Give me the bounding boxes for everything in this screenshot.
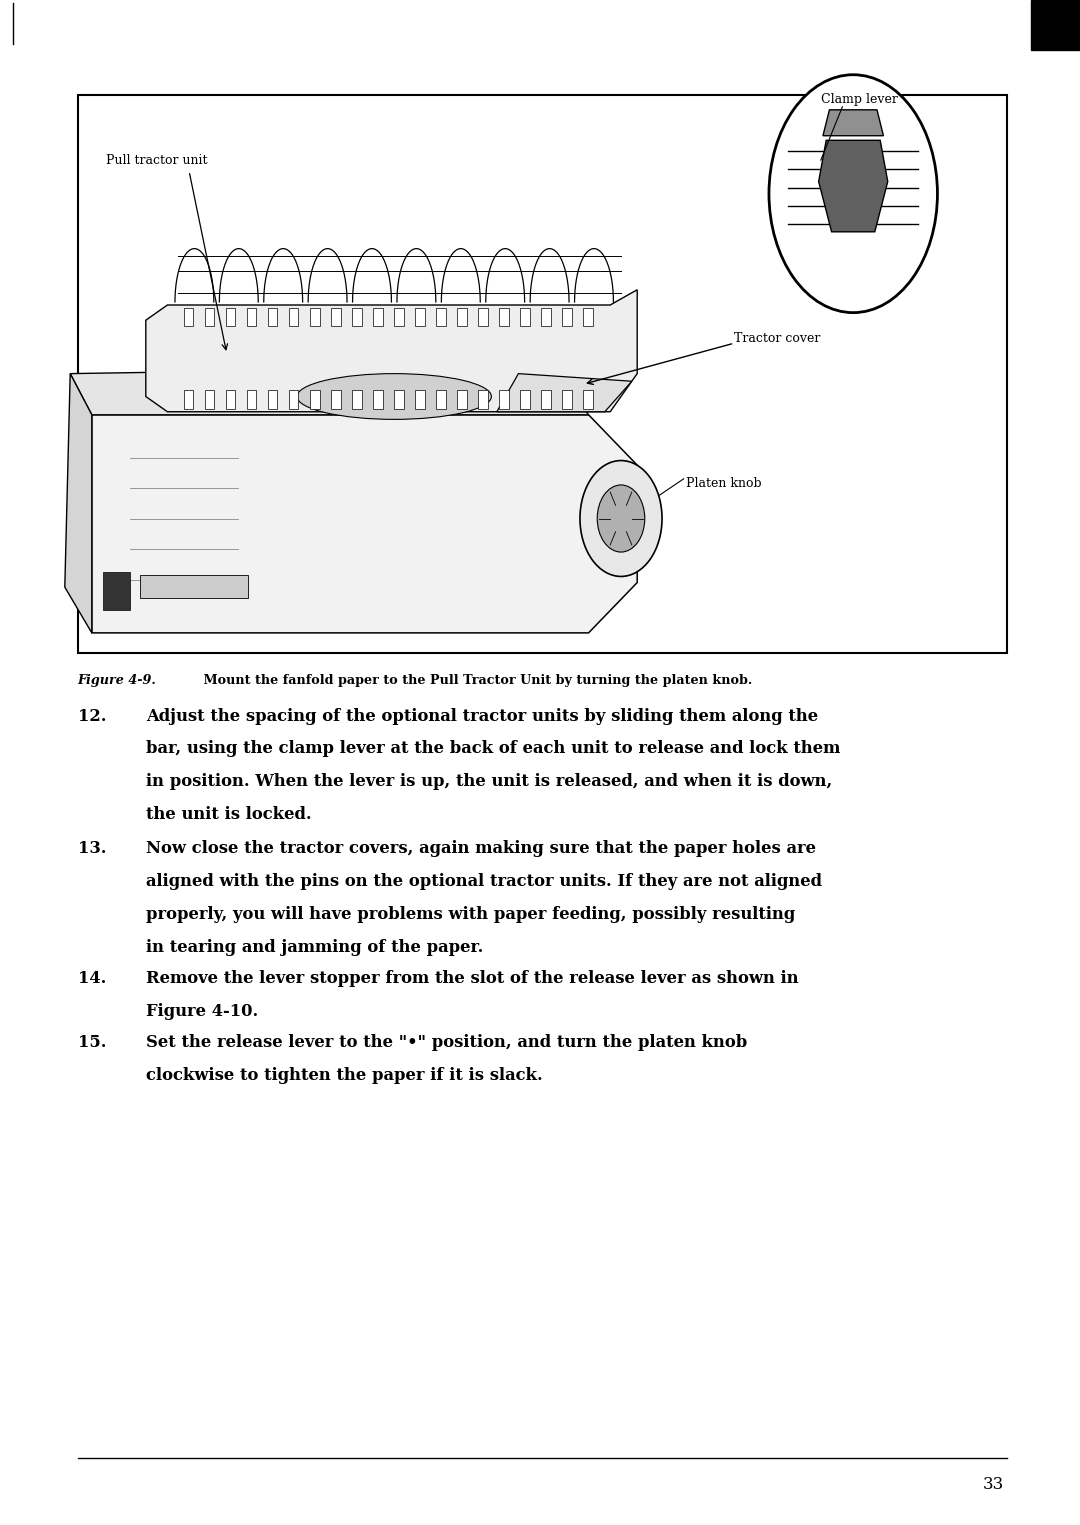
Text: Tractor cover: Tractor cover	[734, 332, 821, 345]
Bar	[499, 308, 509, 326]
Bar	[310, 390, 320, 409]
Bar	[268, 308, 278, 326]
Text: Adjust the spacing of the optional tractor units by sliding them along the: Adjust the spacing of the optional tract…	[146, 708, 818, 724]
Text: bar, using the clamp lever at the back of each unit to release and lock them: bar, using the clamp lever at the back o…	[146, 740, 840, 758]
Polygon shape	[823, 110, 883, 136]
Bar	[204, 390, 214, 409]
Bar	[330, 308, 340, 326]
Bar	[583, 308, 593, 326]
Bar	[436, 308, 446, 326]
Bar	[103, 572, 130, 610]
Bar	[521, 308, 530, 326]
Bar	[563, 308, 572, 326]
Bar	[541, 308, 551, 326]
Text: Mount the fanfold paper to the Pull Tractor Unit by turning the platen knob.: Mount the fanfold paper to the Pull Trac…	[199, 674, 752, 688]
Bar	[246, 308, 256, 326]
Text: in position. When the lever is up, the unit is released, and when it is down,: in position. When the lever is up, the u…	[146, 773, 832, 790]
Polygon shape	[92, 415, 637, 633]
Bar	[415, 308, 424, 326]
Bar	[184, 308, 193, 326]
Polygon shape	[70, 366, 589, 415]
Bar	[246, 390, 256, 409]
Bar	[478, 390, 488, 409]
Text: Set the release lever to the "•" position, and turn the platen knob: Set the release lever to the "•" positio…	[146, 1034, 747, 1051]
Text: 12.: 12.	[78, 708, 106, 724]
Text: Remove the lever stopper from the slot of the release lever as shown in: Remove the lever stopper from the slot o…	[146, 970, 798, 987]
Bar	[184, 390, 193, 409]
Bar	[288, 390, 298, 409]
Text: 15.: 15.	[78, 1034, 106, 1051]
Bar	[268, 390, 278, 409]
Text: Now close the tractor covers, again making sure that the paper holes are: Now close the tractor covers, again maki…	[146, 840, 815, 857]
Text: 33: 33	[983, 1476, 1004, 1493]
Text: Figure 4-10.: Figure 4-10.	[146, 1003, 258, 1020]
Bar	[373, 308, 382, 326]
Bar	[310, 308, 320, 326]
Text: aligned with the pins on the optional tractor units. If they are not aligned: aligned with the pins on the optional tr…	[146, 872, 822, 891]
Ellipse shape	[297, 374, 491, 419]
Text: 14.: 14.	[78, 970, 106, 987]
Text: clockwise to tighten the paper if it is slack.: clockwise to tighten the paper if it is …	[146, 1068, 542, 1084]
Bar	[373, 390, 382, 409]
Bar	[140, 575, 248, 598]
Text: 13.: 13.	[78, 840, 106, 857]
Polygon shape	[65, 374, 92, 633]
Bar	[226, 308, 235, 326]
Bar	[226, 390, 235, 409]
Bar	[330, 390, 340, 409]
Bar	[394, 390, 404, 409]
Text: properly, you will have problems with paper feeding, possibly resulting: properly, you will have problems with pa…	[146, 906, 795, 923]
Bar	[457, 390, 467, 409]
Bar	[415, 390, 424, 409]
Bar	[352, 308, 362, 326]
Text: in tearing and jamming of the paper.: in tearing and jamming of the paper.	[146, 938, 483, 956]
Polygon shape	[146, 290, 637, 412]
Bar	[436, 390, 446, 409]
Polygon shape	[819, 140, 888, 232]
Polygon shape	[497, 374, 632, 412]
Bar	[541, 390, 551, 409]
Text: the unit is locked.: the unit is locked.	[146, 805, 311, 824]
Bar	[204, 308, 214, 326]
Bar	[499, 390, 509, 409]
Bar	[521, 390, 530, 409]
Text: Clamp lever: Clamp lever	[821, 93, 897, 105]
Text: Figure 4-9.: Figure 4-9.	[78, 674, 157, 688]
Circle shape	[580, 461, 662, 576]
Bar	[583, 390, 593, 409]
Bar	[394, 308, 404, 326]
Circle shape	[597, 485, 645, 552]
Text: Platen knob: Platen knob	[686, 477, 761, 490]
Circle shape	[769, 75, 937, 313]
Bar	[563, 390, 572, 409]
Bar	[457, 308, 467, 326]
Bar	[478, 308, 488, 326]
Bar	[352, 390, 362, 409]
Text: Pull tractor unit: Pull tractor unit	[106, 154, 207, 166]
Bar	[78, 95, 1007, 653]
Polygon shape	[1031, 0, 1080, 50]
Bar	[288, 308, 298, 326]
